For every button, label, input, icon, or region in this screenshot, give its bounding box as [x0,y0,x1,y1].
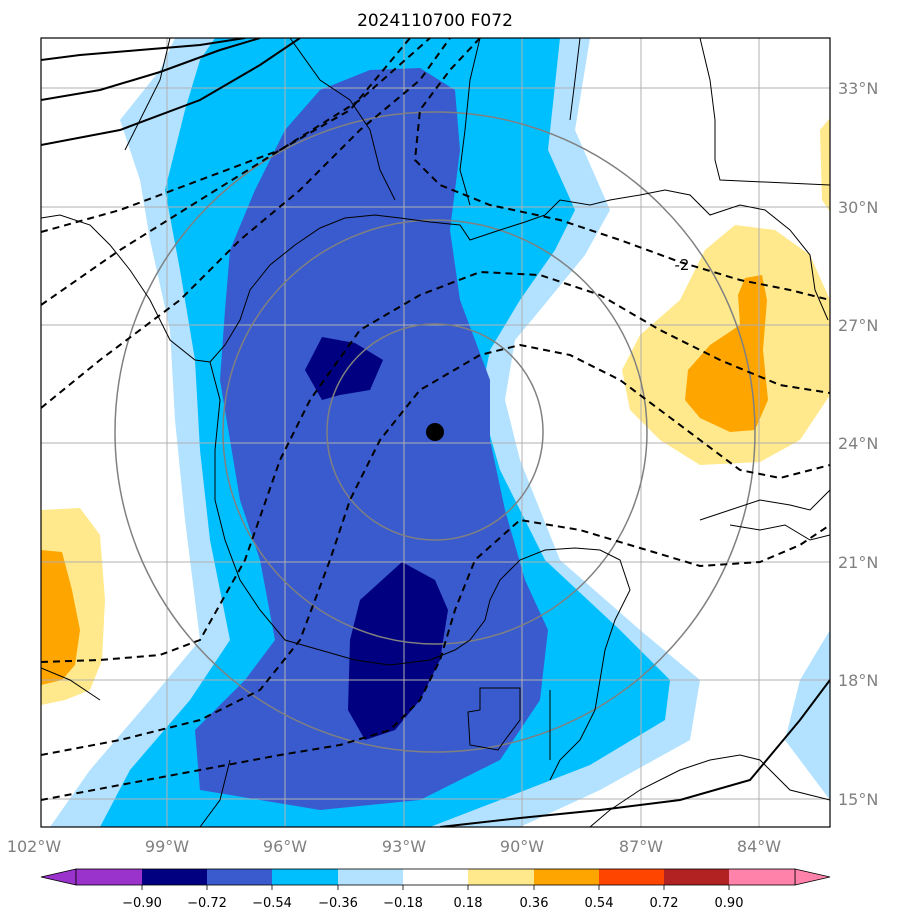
lon-tick-label: 102°W [7,837,62,856]
lon-tick-label: 96°W [263,837,307,856]
colorbar-labels: −0.90 −0.72 −0.54 −0.36 −0.18 0.18 0.36 … [122,896,743,911]
colorbar-extend-high [794,868,831,886]
colorbar-label: −0.90 [122,896,162,911]
colorbar-label: 0.72 [650,896,679,911]
storm-center-marker [426,423,444,441]
lon-tick-label: 99°W [145,837,189,856]
colorbar-segment [142,869,207,885]
lat-tick-label: 33°N [838,79,878,98]
figure-title: 2024110700 F072 [357,11,513,31]
colorbar-label: 0.90 [715,896,744,911]
shade-navy-north [305,337,383,400]
dashed-contours [41,38,830,801]
colorbar-label: −0.18 [383,896,423,911]
colorbar-label: 0.18 [454,896,483,911]
lat-tick-label: 24°N [838,434,878,453]
colorbar-segment [403,869,468,885]
colorbar-label: −0.36 [318,896,358,911]
colorbar-ticks [141,885,730,890]
colorbar-segment [729,869,795,885]
lat-tick-label: 27°N [838,316,878,335]
shade-navy-south [348,562,448,740]
shade-royalblue [195,68,548,810]
colorbar-label: −0.54 [252,896,292,911]
shade-orange-east [685,275,768,432]
shade-orange-west [41,550,80,685]
lon-tick-label: 90°W [500,837,544,856]
colorbar-extend-low [40,868,77,886]
colorbar-segment [664,869,729,885]
lat-tick-label: 18°N [838,671,878,690]
lat-tick-labels: 33°N 30°N 27°N 24°N 21°N 18°N 15°N [838,79,878,809]
solid-contours [41,38,830,827]
colorbar-segment [338,869,403,885]
lat-tick-label: 21°N [838,553,878,572]
lon-tick-label: 84°W [737,837,781,856]
colorbar-segment [272,869,338,885]
colorbar: −0.90 −0.72 −0.54 −0.36 −0.18 0.18 0.36 … [40,868,831,911]
gridlines [41,38,830,827]
lon-tick-label: 87°W [619,837,663,856]
map-panel: -2 [41,38,830,827]
colorbar-segment [76,869,142,885]
shade-lightblue-se [785,630,830,800]
lat-tick-label: 30°N [838,198,878,217]
range-rings [114,111,756,753]
shade-yellow-ne [820,118,830,212]
colorbar-frame [75,868,796,886]
colorbar-label: 0.36 [520,896,549,911]
lon-tick-labels: 102°W 99°W 96°W 93°W 90°W 87°W 84°W [7,837,781,856]
map-frame [40,37,831,828]
colorbar-segment [207,869,272,885]
colorbar-label: −0.72 [187,896,227,911]
contour-label: -2 [675,256,690,274]
lon-tick-label: 93°W [382,837,426,856]
coastlines [41,38,830,827]
colorbar-segment [534,869,599,885]
colorbar-label: 0.54 [585,896,614,911]
colorbar-segment [468,869,534,885]
colorbar-segment [599,869,664,885]
lat-tick-label: 15°N [838,790,878,809]
colorbar-segments [76,869,795,885]
